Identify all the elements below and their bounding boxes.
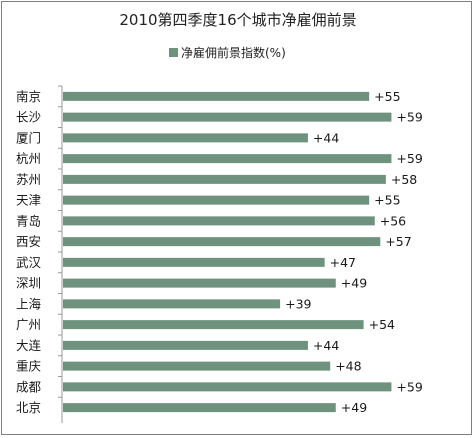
legend-swatch [169, 48, 178, 57]
data-label: +59 [396, 379, 422, 394]
bar [63, 278, 336, 288]
data-label: +55 [374, 193, 400, 208]
category-label: 北京 [16, 400, 41, 415]
legend: 净雇佣前景指数(%) [169, 45, 286, 60]
bar [63, 154, 392, 164]
data-label: +58 [391, 172, 417, 187]
category-label: 厦门 [16, 130, 41, 145]
data-label: +44 [313, 130, 339, 145]
category-label: 重庆 [16, 359, 42, 374]
category-label: 天津 [16, 193, 41, 208]
data-label: +59 [396, 110, 422, 125]
bar [63, 112, 392, 122]
bar [63, 320, 364, 330]
bar [63, 403, 336, 413]
data-label: +54 [369, 317, 395, 332]
bar [63, 257, 325, 267]
bar [63, 133, 308, 143]
data-label: +39 [285, 296, 311, 311]
category-label: 广州 [16, 317, 41, 332]
data-label: +59 [396, 151, 422, 166]
category-label: 青岛 [16, 213, 41, 228]
data-label: +57 [385, 234, 411, 249]
data-label: +49 [341, 276, 367, 291]
bar [63, 382, 392, 392]
category-label: 南京 [16, 89, 41, 104]
category-label: 成都 [16, 379, 42, 394]
bar [63, 237, 381, 247]
bar [63, 195, 370, 205]
data-label: +44 [313, 338, 339, 353]
category-label: 武汉 [16, 255, 42, 270]
data-label: +47 [330, 255, 356, 270]
bar [63, 174, 386, 184]
bar [63, 91, 370, 101]
bar [63, 340, 308, 350]
bars-group: 南京 +55 长沙 +59 厦门 +44 杭州 +59 苏州 +58 天津 +55 青岛 +56 西安 +57… [16, 85, 423, 415]
bar [63, 361, 331, 371]
category-label: 西安 [16, 234, 41, 249]
data-label: +56 [380, 213, 406, 228]
chart-title: 2010第四季度16个城市净雇佣前景 [119, 11, 356, 29]
category-label: 大连 [16, 338, 42, 353]
data-label: +55 [374, 89, 400, 104]
data-label: +49 [341, 400, 367, 415]
category-label: 上海 [16, 296, 42, 311]
category-label: 苏州 [16, 172, 41, 187]
category-label: 深圳 [16, 276, 41, 291]
bar [63, 216, 375, 226]
bar [63, 299, 281, 309]
category-label: 长沙 [16, 110, 42, 125]
category-label: 杭州 [16, 151, 41, 166]
data-label: +48 [335, 359, 361, 374]
legend-label: 净雇佣前景指数(%) [181, 45, 286, 60]
